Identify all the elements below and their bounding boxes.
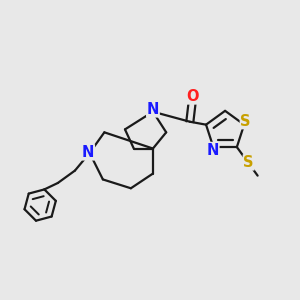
- Text: S: S: [243, 155, 254, 170]
- Text: O: O: [186, 89, 199, 104]
- Text: S: S: [240, 114, 251, 129]
- Text: N: N: [206, 142, 219, 158]
- Text: N: N: [82, 145, 94, 160]
- Text: N: N: [147, 102, 159, 117]
